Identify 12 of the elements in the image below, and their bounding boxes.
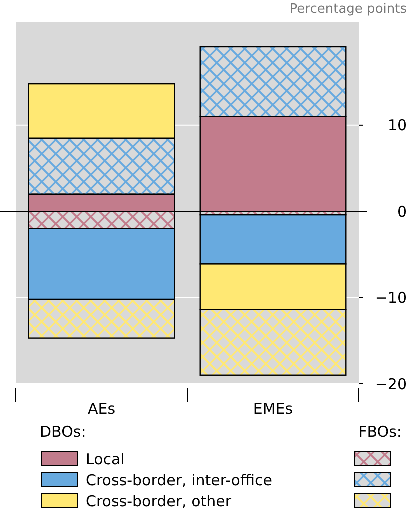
text: FBOs: xyxy=(358,423,402,441)
legend-label: Cross-border, inter-office xyxy=(86,471,272,490)
legend-label: Cross-border, other xyxy=(86,492,232,510)
y-tick-label: 10 xyxy=(388,116,407,135)
legend-label: Local xyxy=(86,450,125,468)
y-axis-title: Percentage points xyxy=(290,2,408,17)
y-tick-label: −10 xyxy=(375,289,407,308)
y-tick-label: 0 xyxy=(397,202,407,221)
x-tick-label: AEs xyxy=(88,400,116,418)
y-tick-label: −20 xyxy=(375,375,407,394)
x-tick-label: EMEs xyxy=(253,400,294,418)
text: DBOs: xyxy=(40,423,86,441)
